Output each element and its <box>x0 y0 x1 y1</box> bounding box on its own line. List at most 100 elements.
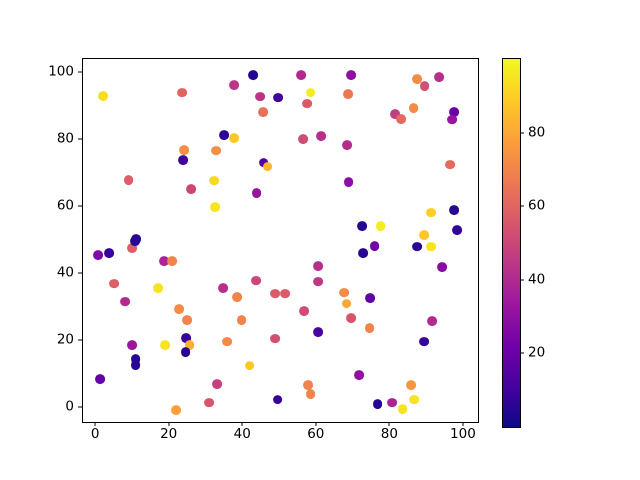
y-axis-tick-label: 20 <box>56 331 74 348</box>
scatter-point <box>178 144 189 155</box>
scatter-point <box>449 107 459 117</box>
scatter-point <box>280 288 291 299</box>
scatter-point <box>210 201 221 212</box>
y-axis-tick-label: 80 <box>56 130 74 147</box>
x-axis-tick-label: 80 <box>380 426 398 442</box>
scatter-point <box>409 394 419 405</box>
x-axis-tick-label: 20 <box>160 426 178 442</box>
x-axis-tick-mark <box>94 422 96 426</box>
scatter-point <box>316 130 327 141</box>
scatter-point <box>174 303 185 314</box>
scatter-point <box>204 397 215 408</box>
scatter-point <box>167 255 177 266</box>
scatter-point <box>123 175 134 185</box>
scatter-point <box>258 107 269 117</box>
x-axis-tick-label: 40 <box>233 426 251 442</box>
scatter-point <box>93 250 103 260</box>
scatter-point <box>270 333 280 344</box>
scatter-point <box>446 114 457 125</box>
scatter-point <box>346 70 357 80</box>
scatter-point <box>397 404 408 414</box>
scatter-point <box>357 247 368 258</box>
y-axis-tick-mark <box>78 272 82 274</box>
scatter-point <box>254 91 265 102</box>
scatter-point <box>346 313 357 323</box>
scatter-point <box>387 397 397 408</box>
scatter-point <box>232 292 243 303</box>
scatter-point <box>343 177 354 187</box>
scatter-point <box>313 326 324 337</box>
y-axis-tick-label: 60 <box>56 197 74 214</box>
scatter-point <box>130 354 141 365</box>
scatter-point <box>419 336 430 347</box>
x-axis-tick-mark <box>388 422 390 426</box>
scatter-point <box>426 241 436 252</box>
x-axis-tick-label: 0 <box>90 426 100 442</box>
scatter-point <box>130 360 141 370</box>
scatter-point <box>313 260 324 271</box>
scatter-point <box>228 133 239 143</box>
colorbar-gradient <box>503 59 520 427</box>
scatter-point <box>212 379 223 390</box>
scatter-point <box>342 89 353 100</box>
y-axis-tick-label: 100 <box>48 63 74 80</box>
scatter-point <box>250 275 261 286</box>
x-axis-tick-mark <box>462 422 464 426</box>
scatter-point <box>127 243 138 253</box>
scatter-point <box>298 134 309 144</box>
scatter-point <box>406 380 416 391</box>
scatter-point <box>419 81 430 92</box>
x-axis-tick-mark <box>241 422 243 426</box>
scatter-point <box>364 323 375 334</box>
scatter-point <box>273 92 283 103</box>
scatter-point <box>210 145 221 156</box>
scatter-point <box>426 207 437 218</box>
scatter-point <box>357 221 368 232</box>
scatter-point <box>130 236 141 246</box>
scatter-point <box>408 103 419 114</box>
x-axis-tick-mark <box>315 422 317 426</box>
x-axis-tick-label: 100 <box>450 426 476 442</box>
scatter-point <box>127 340 137 351</box>
colorbar-tick-mark <box>520 132 524 134</box>
scatter-point <box>305 389 316 400</box>
scatter-point <box>313 276 324 287</box>
scatter-point <box>299 306 309 317</box>
scatter-point <box>178 154 188 165</box>
scatter-point <box>104 248 115 258</box>
y-axis-tick-mark <box>78 205 82 207</box>
x-axis-tick-mark <box>168 422 170 426</box>
x-axis-tick-label: 60 <box>307 426 325 442</box>
colorbar-tick-label: 20 <box>528 344 546 361</box>
scatter-point <box>305 87 316 98</box>
y-axis-tick-mark <box>78 71 82 73</box>
scatter-point <box>419 230 430 241</box>
colorbar-tick-mark <box>520 205 524 207</box>
scatter-point <box>434 71 444 82</box>
scatter-point <box>390 109 401 119</box>
scatter-point <box>369 241 380 251</box>
scatter-point <box>396 114 407 124</box>
scatter-point <box>209 175 220 186</box>
scatter-point <box>372 399 383 410</box>
colorbar-tick-mark <box>520 279 524 281</box>
scatter-point <box>217 283 228 293</box>
colorbar-tick-label: 60 <box>528 197 546 214</box>
scatter-point <box>180 347 191 357</box>
scatter-point <box>153 283 163 294</box>
scatter-point <box>302 380 313 391</box>
scatter-point <box>262 161 273 172</box>
scatter-point <box>181 333 192 344</box>
scatter-point <box>171 405 181 415</box>
scatter-point <box>427 315 438 326</box>
scatter-point <box>229 80 240 91</box>
y-axis-tick-mark <box>78 339 82 341</box>
scatter-point <box>160 340 170 350</box>
scatter-point <box>272 394 283 405</box>
colorbar: 20 40 60 80 <box>502 58 545 428</box>
scatter-point <box>437 262 448 273</box>
scatter-point <box>251 188 262 198</box>
y-axis-tick-label: 40 <box>56 264 74 281</box>
scatter-point <box>185 184 196 194</box>
scatter-point <box>448 204 459 215</box>
